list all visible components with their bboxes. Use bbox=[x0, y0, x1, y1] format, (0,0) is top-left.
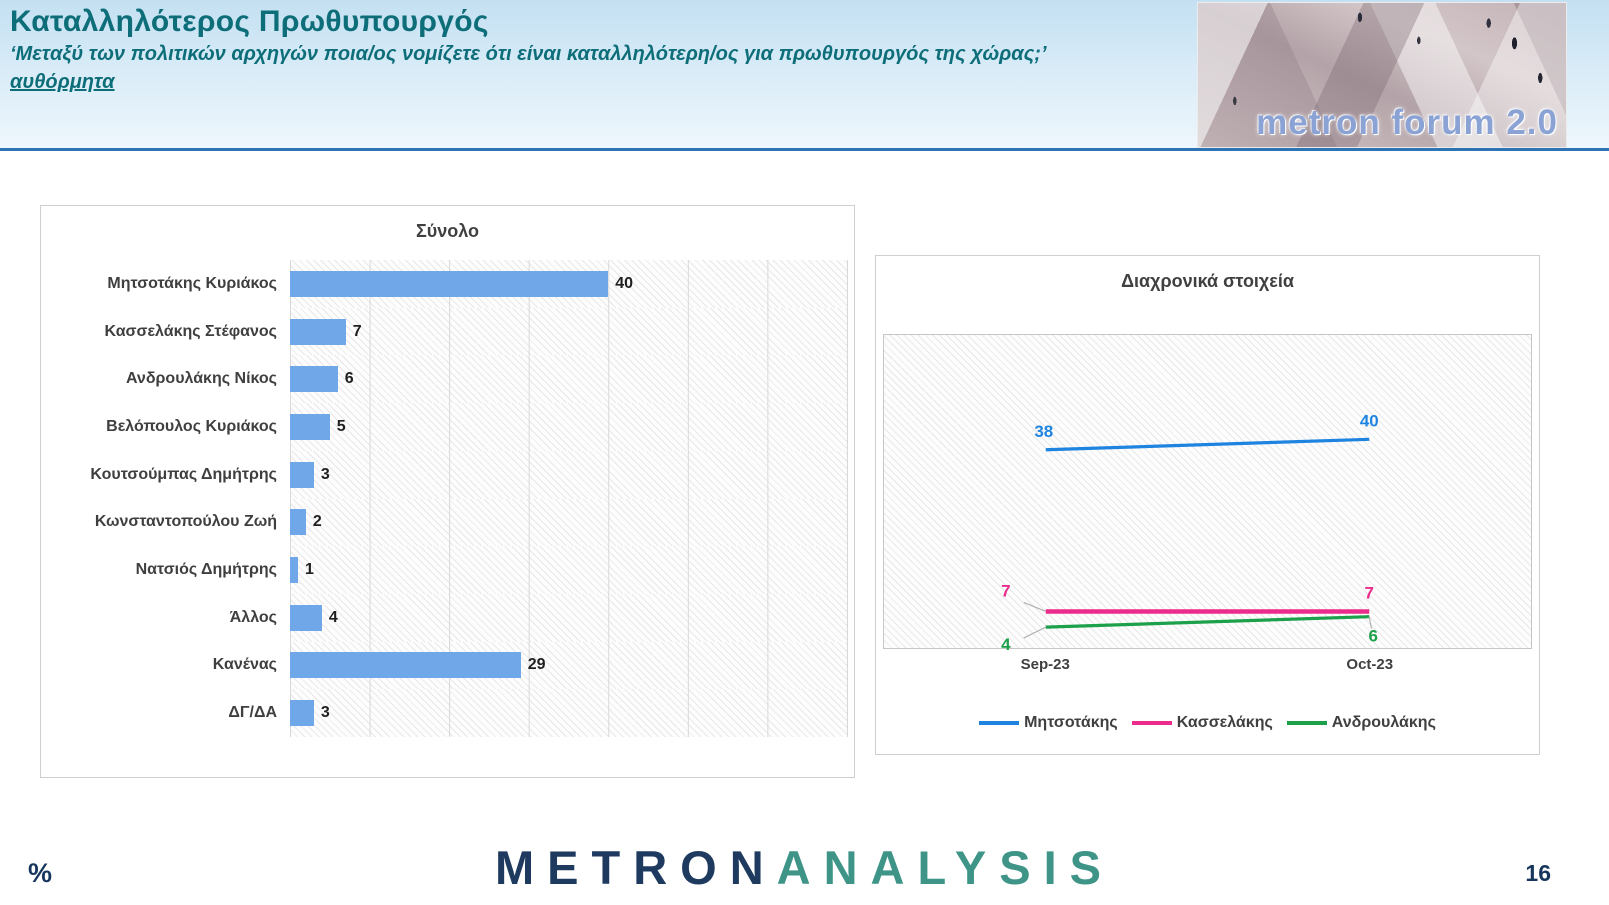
bar-row: Κανένας 29 bbox=[49, 641, 848, 690]
point-label: 40 bbox=[1360, 411, 1379, 430]
bar-row: ΔΓ/ΔΑ 3 bbox=[49, 689, 848, 738]
point-label: 38 bbox=[1034, 422, 1053, 441]
legend-swatch bbox=[979, 721, 1020, 725]
page-number: 16 bbox=[1525, 860, 1551, 886]
page-title: Καταλληλότερος Πρωθυπουργός bbox=[10, 5, 489, 38]
bar-track: 40 bbox=[290, 260, 848, 308]
bar-value: 7 bbox=[352, 322, 362, 340]
bar-row: Κουτσούμπας Δημήτρης 3 bbox=[49, 450, 848, 499]
bar-category-label: Νατσιός Δημήτρης bbox=[135, 561, 277, 579]
bar-row: Κασσελάκης Στέφανος 7 bbox=[49, 307, 848, 356]
bar-row: Κωνσταντοπούλου Ζωή 2 bbox=[49, 498, 848, 547]
bar-row: Νατσιός Δημήτρης 1 bbox=[49, 546, 848, 594]
legend-item: Μητσοτάκης bbox=[979, 714, 1118, 732]
leader-line bbox=[1023, 601, 1046, 613]
bar-category-label: Κουτσούμπας Δημήτρης bbox=[90, 465, 277, 483]
x-axis-label: Oct-23 bbox=[1346, 656, 1394, 673]
bar bbox=[290, 652, 521, 679]
bar-chart-title: Σύνολο bbox=[415, 221, 480, 241]
bar-track: 29 bbox=[290, 641, 848, 690]
legend-swatch bbox=[1131, 721, 1172, 725]
point-label: 6 bbox=[1369, 627, 1378, 646]
x-axis-label: Sep-23 bbox=[1020, 656, 1070, 673]
bar-value: 40 bbox=[615, 274, 634, 292]
legend-label: Μητσοτάκης bbox=[1024, 714, 1118, 731]
metron-forum-logo: metron forum 2.0 bbox=[1197, 2, 1567, 148]
bar-chart-rows: Μητσοτάκης Κυριάκος 40 Κασσελάκης Στέφανος… bbox=[49, 260, 848, 738]
bar bbox=[290, 604, 322, 631]
x-axis-labels: Sep-23 Oct-23 bbox=[883, 654, 1532, 676]
line-plot: 38 40 7 7 4 6 bbox=[883, 334, 1532, 654]
bar-value: 4 bbox=[328, 608, 338, 626]
page-subtitle: ‘Μεταξύ των πολιτικών αρχηγών ποια/ος νο… bbox=[10, 43, 1047, 65]
header-text: Καταλληλότερος Πρωθυπουργός ‘Μεταξύ των … bbox=[10, 5, 1180, 94]
bar-chart-panel: Σύνολο Μητσοτάκης Κυριάκος 40 Κασσελάκης Σ… bbox=[40, 205, 855, 778]
line-chart-title: Διαχρονικά στοιχεία bbox=[1121, 271, 1294, 291]
bar-category-label: Κασσελάκης Στέφανος bbox=[104, 322, 277, 340]
bar-row: Άλλος 4 bbox=[49, 593, 848, 642]
leader-line bbox=[1023, 626, 1047, 639]
bar-track: 1 bbox=[290, 546, 848, 594]
bar-value: 29 bbox=[527, 656, 546, 674]
bar-value: 6 bbox=[344, 370, 354, 388]
bar-value: 3 bbox=[320, 465, 330, 483]
leader-line bbox=[1368, 616, 1373, 629]
bar-category-label: ΔΓ/ΔΑ bbox=[228, 704, 277, 722]
line-series bbox=[1045, 437, 1370, 452]
percent-symbol: % bbox=[28, 858, 53, 888]
metron-forum-logo-text: metron forum 2.0 bbox=[1256, 103, 1558, 142]
bar-track: 3 bbox=[290, 689, 848, 738]
bar-track: 4 bbox=[290, 593, 848, 642]
bar-category-label: Βελόπουλος Κυριάκος bbox=[106, 417, 277, 435]
bar-row: Βελόπουλος Κυριάκος 5 bbox=[49, 403, 848, 451]
legend: Μητσοτάκης Κασσελάκης Ανδρουλάκης bbox=[876, 714, 1539, 732]
bar-category-label: Μητσοτάκης Κυριάκος bbox=[107, 274, 277, 292]
bar bbox=[290, 509, 306, 536]
bar-category-label: Ανδρουλάκης Νίκος bbox=[125, 370, 277, 388]
bar bbox=[290, 366, 338, 393]
bar bbox=[290, 318, 346, 345]
legend-label: Ανδρουλάκης bbox=[1331, 714, 1436, 731]
bar-value: 5 bbox=[336, 417, 346, 435]
bar-value: 1 bbox=[304, 561, 314, 579]
legend-item: Ανδρουλάκης bbox=[1286, 714, 1436, 732]
bar-value: 2 bbox=[312, 513, 322, 531]
legend-item: Κασσελάκης bbox=[1131, 714, 1273, 732]
bar bbox=[290, 461, 314, 488]
line-chart-panel: Διαχρονικά στοιχεία 38 40 7 7 4 6 Sep-23 Oct-2… bbox=[875, 255, 1540, 755]
legend-swatch bbox=[1286, 721, 1327, 725]
bar-track: 6 bbox=[290, 355, 848, 404]
brand-logo: METRONANALYSIS bbox=[0, 840, 1609, 895]
bar bbox=[290, 413, 330, 440]
spontaneous-note: αυθόρμητα bbox=[10, 70, 115, 93]
bar-value: 3 bbox=[320, 704, 330, 722]
bar-row: Μητσοτάκης Κυριάκος 40 bbox=[49, 260, 848, 308]
bar-category-label: Κωνσταντοπούλου Ζωή bbox=[94, 513, 277, 531]
point-label: 7 bbox=[1365, 583, 1374, 602]
bar-track: 7 bbox=[290, 307, 848, 356]
line-chart-svg: 38 40 7 7 4 6 bbox=[1001, 411, 1379, 654]
line-series bbox=[1045, 615, 1370, 629]
bar bbox=[290, 700, 314, 727]
bar-track: 3 bbox=[290, 450, 848, 499]
bar-track: 2 bbox=[290, 498, 848, 547]
brand-metron: METRON bbox=[495, 841, 777, 894]
bar-category-label: Κανένας bbox=[212, 656, 277, 674]
bar-category-label: Άλλος bbox=[229, 608, 277, 626]
point-label: 4 bbox=[1001, 635, 1011, 654]
legend-label: Κασσελάκης bbox=[1176, 714, 1273, 731]
bar bbox=[290, 557, 298, 584]
bar-row: Ανδρουλάκης Νίκος 6 bbox=[49, 355, 848, 404]
bar-track: 5 bbox=[290, 403, 848, 451]
brand-analysis: ANALYSIS bbox=[776, 841, 1114, 894]
point-label: 7 bbox=[1001, 581, 1010, 600]
bar bbox=[290, 270, 609, 297]
header: Καταλληλότερος Πρωθυπουργός ‘Μεταξύ των … bbox=[0, 0, 1609, 151]
